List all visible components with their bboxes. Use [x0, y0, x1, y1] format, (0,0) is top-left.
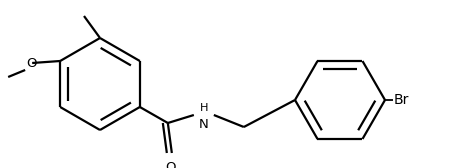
Text: O: O — [26, 57, 36, 71]
Text: H: H — [199, 103, 207, 113]
Text: Br: Br — [393, 93, 409, 107]
Text: O: O — [165, 161, 176, 168]
Text: N: N — [198, 118, 208, 131]
